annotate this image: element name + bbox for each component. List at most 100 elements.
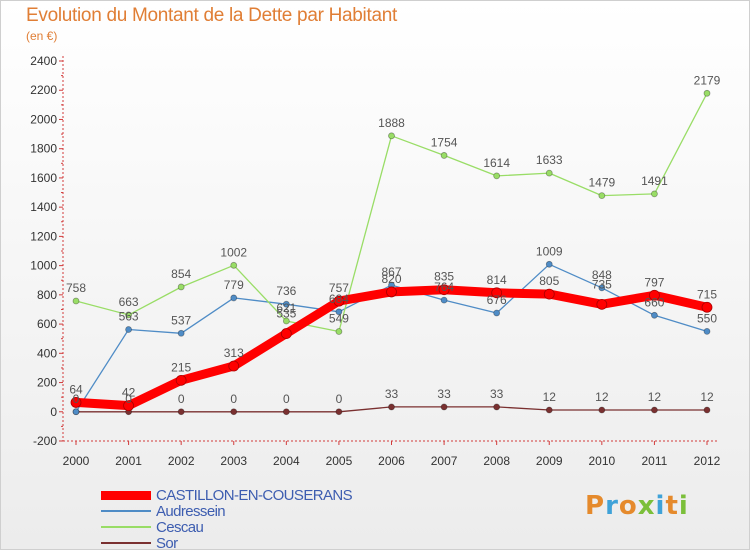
data-label: 535 [276, 307, 296, 321]
y-tick-label: 200 [37, 376, 57, 390]
data-point [493, 403, 501, 411]
data-label: 64 [69, 382, 83, 396]
x-tick-label: 2005 [326, 454, 353, 468]
data-label: 805 [539, 274, 559, 288]
data-point [651, 406, 658, 414]
data-label: 848 [592, 268, 612, 282]
legend-label: Sor [156, 534, 178, 552]
y-tick-label: 2200 [30, 83, 57, 97]
data-point [123, 400, 134, 412]
data-label: 736 [276, 284, 296, 298]
legend-label: Cescau [156, 518, 204, 536]
data-point [438, 284, 450, 296]
data-label: 12 [648, 390, 662, 404]
data-point [230, 261, 238, 269]
proxiti-logo: Proxiti [585, 491, 689, 521]
x-tick-label: 2012 [694, 454, 721, 468]
data-point [651, 190, 658, 198]
data-label: 0 [73, 392, 80, 406]
legend-label: Audressein [156, 502, 226, 520]
legend-swatch [101, 490, 151, 500]
data-point [177, 329, 185, 337]
data-point [72, 297, 80, 305]
data-point [440, 152, 448, 159]
data-label: 660 [644, 295, 664, 309]
data-point [493, 172, 501, 180]
chart-title: Evolution du Montant de la Dette par Hab… [26, 5, 397, 26]
data-label: 0 [125, 392, 132, 406]
data-point [125, 326, 132, 333]
legend-label: CASTILLON-EN-COUSERANS [156, 486, 353, 504]
x-tick-label: 2007 [431, 454, 458, 468]
y-tick-label: -200 [33, 434, 57, 448]
y-tick-label: 1800 [30, 142, 57, 156]
data-label: 1633 [536, 153, 563, 167]
data-point [230, 294, 238, 302]
data-point [703, 406, 711, 414]
data-label: 313 [224, 346, 244, 360]
y-tick-label: 1400 [30, 200, 57, 214]
data-point [388, 132, 395, 140]
data-label: 12 [700, 390, 714, 404]
data-point [335, 408, 343, 416]
data-point [386, 286, 397, 298]
y-tick-label: 2400 [30, 54, 57, 68]
data-point [651, 311, 658, 319]
data-point [282, 300, 290, 308]
data-label: 563 [119, 309, 139, 323]
data-point [598, 192, 606, 200]
data-label: 1491 [641, 174, 668, 188]
data-label: 42 [122, 386, 136, 400]
data-label: 12 [595, 390, 609, 404]
data-point [703, 327, 711, 335]
data-label: 550 [697, 311, 717, 325]
data-label: 1614 [483, 156, 510, 170]
x-tick-label: 2010 [588, 454, 615, 468]
y-tick-label: 400 [37, 346, 57, 360]
x-tick-label: 2004 [273, 454, 300, 468]
x-tick-label: 2006 [378, 454, 405, 468]
data-point [701, 301, 713, 313]
x-tick-label: 2003 [220, 454, 247, 468]
data-label: 0 [283, 392, 290, 406]
data-point [335, 308, 343, 316]
data-label: 820 [381, 272, 401, 286]
data-point [440, 296, 448, 304]
x-tick-label: 2000 [63, 454, 90, 468]
data-point [545, 169, 553, 177]
x-tick-label: 2001 [115, 454, 142, 468]
data-label: 814 [487, 273, 507, 287]
data-point [598, 284, 606, 292]
data-point [649, 289, 660, 301]
data-point [543, 288, 555, 300]
x-tick-label: 2009 [536, 454, 563, 468]
data-point [388, 403, 395, 411]
data-point [230, 408, 238, 416]
y-tick-label: 1600 [30, 171, 57, 185]
data-point [545, 406, 553, 414]
legend-item: Audressein [101, 502, 352, 520]
data-point [282, 317, 290, 325]
data-point [280, 328, 292, 339]
legend-swatch [101, 542, 151, 544]
data-label: 33 [385, 387, 399, 401]
data-label: 12 [543, 390, 557, 404]
data-point [175, 374, 187, 386]
x-tick-label: 2002 [168, 454, 195, 468]
data-point [545, 260, 553, 268]
y-tick-label: 1000 [30, 259, 57, 273]
data-label: 2179 [694, 73, 721, 87]
x-tick-label: 2011 [642, 454, 668, 468]
data-label: 621 [276, 301, 296, 315]
data-point [440, 403, 448, 411]
data-label: 33 [437, 387, 451, 401]
data-point [177, 283, 185, 291]
y-tick-label: 1200 [30, 229, 57, 243]
data-label: 0 [178, 392, 185, 406]
data-label: 757 [329, 281, 349, 295]
data-point [493, 309, 501, 317]
data-point [125, 311, 132, 319]
data-point [70, 397, 82, 408]
data-label: 676 [487, 293, 507, 307]
